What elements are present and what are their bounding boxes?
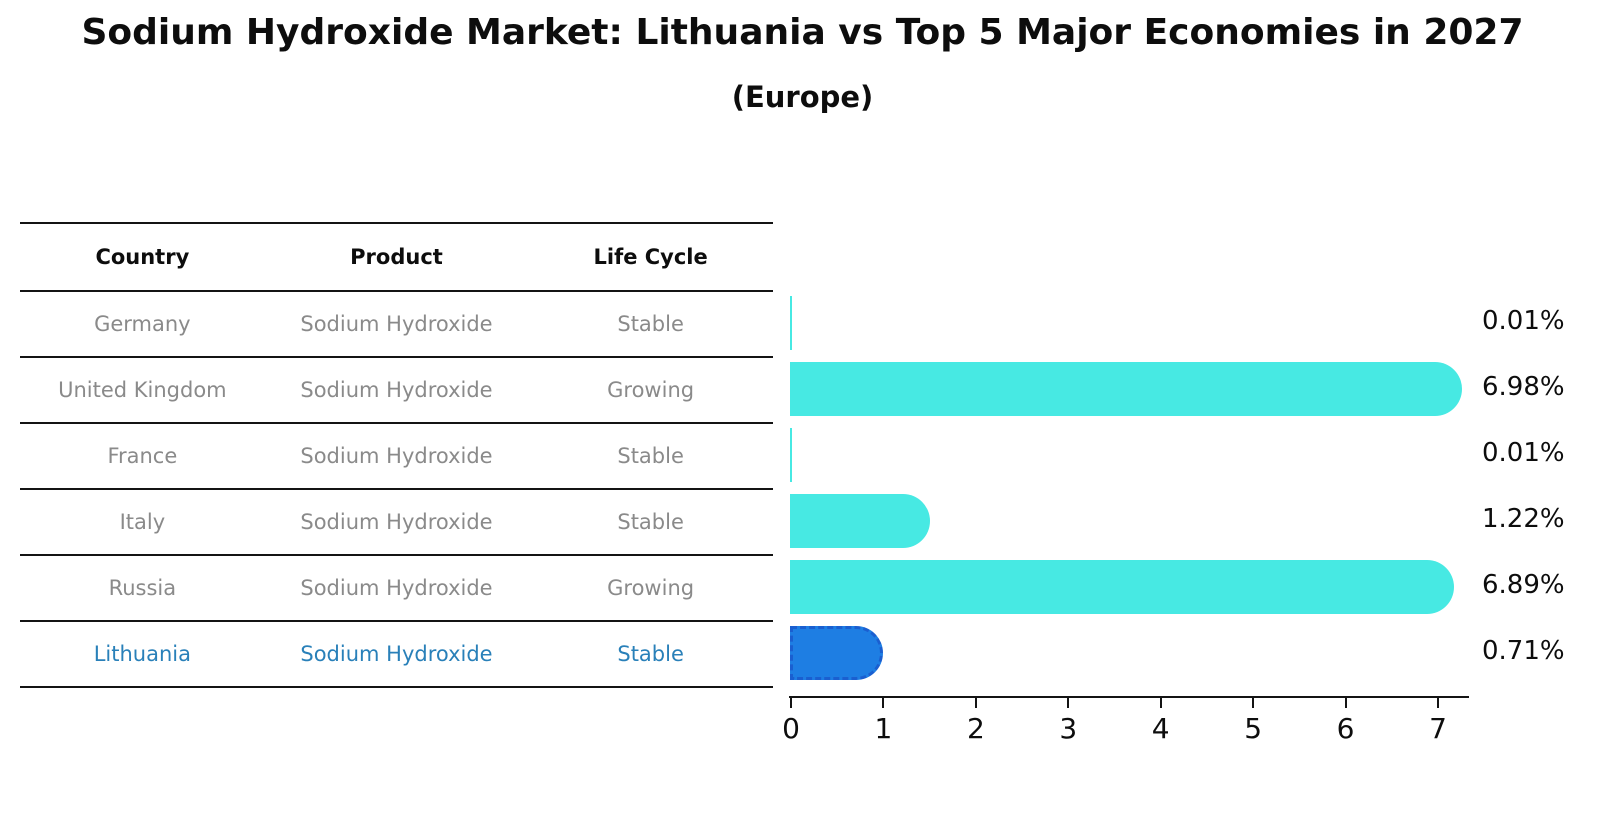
bar-value-label: 0.71% [1482,636,1565,666]
bar-value-label: 6.98% [1482,372,1565,402]
life-cycle-cell: Growing [607,378,695,402]
product-cell: Sodium Hydroxide [300,642,493,666]
bar-value-label: 0.01% [1482,306,1565,336]
x-axis-tick [882,696,885,708]
x-axis-tick-label: 3 [1059,712,1078,745]
product-cell: Sodium Hydroxide [300,444,493,468]
x-axis-tick [1437,696,1439,708]
country-cell: Italy [119,510,166,534]
x-axis-tick [790,696,792,708]
x-axis-tick-label: 5 [1244,712,1263,745]
column-header-product: Product [350,245,443,269]
life-cycle-cell: Stable [617,444,684,468]
life-cycle-cell: Stable [617,312,684,336]
country-cell: Lithuania [93,642,191,666]
bar-value-label: 1.22% [1482,504,1565,534]
table-row-united-kingdom: United Kingdom Sodium Hydroxide Growing [20,358,773,424]
x-axis-tick-label: 7 [1429,712,1447,745]
x-axis-tick-label: 0 [782,712,800,745]
life-cycle-cell: Stable [617,642,684,666]
x-axis-line [789,696,1469,698]
x-axis-tick [1067,696,1070,708]
country-cell: United Kingdom [58,378,227,402]
x-axis-tick [1252,696,1255,708]
x-axis-tick-label: 6 [1336,712,1355,745]
bar-france [790,428,792,482]
x-axis-tick-label: 2 [966,712,985,745]
bar-italy [790,494,930,548]
bar-lithuania [790,626,883,680]
product-cell: Sodium Hydroxide [300,576,493,600]
x-axis-tick [1344,696,1347,708]
country-cell: Russia [108,576,177,600]
product-cell: Sodium Hydroxide [300,378,493,402]
table-row-italy: Italy Sodium Hydroxide Stable [20,490,773,556]
product-cell: Sodium Hydroxide [300,312,493,336]
x-axis-tick-label: 1 [874,712,893,745]
bar-germany [790,296,792,350]
country-cell: Germany [94,312,191,336]
bar-value-label: 0.01% [1482,438,1565,468]
column-header-country: Country [95,245,190,269]
x-axis-tick [1159,696,1162,708]
x-axis-tick [974,696,977,708]
table-body: Germany Sodium Hydroxide Stable United King… [20,292,773,688]
x-axis-tick-label: 4 [1151,712,1170,745]
table-row-germany: Germany Sodium Hydroxide Stable [20,292,773,358]
table-row-france: France Sodium Hydroxide Stable [20,424,773,490]
table-row-lithuania: Lithuania Sodium Hydroxide Stable [20,622,773,688]
table-row-russia: Russia Sodium Hydroxide Growing [20,556,773,622]
chart-subtitle: (Europe) [731,80,874,114]
product-cell: Sodium Hydroxide [300,510,493,534]
life-cycle-cell: Growing [607,576,695,600]
country-table: Country Product Life Cycle Germany Sodium… [20,222,773,688]
column-header-life-cycle: Life Cycle [593,245,708,269]
country-cell: France [107,444,178,468]
bar-russia [790,560,1454,614]
bar-united-kingdom [790,362,1462,416]
life-cycle-cell: Stable [617,510,684,534]
bar-value-label: 6.89% [1482,570,1565,600]
table-header-row: Country Product Life Cycle [20,222,773,292]
chart-title: Sodium Hydroxide Market: Lithuania vs To… [81,12,1524,53]
